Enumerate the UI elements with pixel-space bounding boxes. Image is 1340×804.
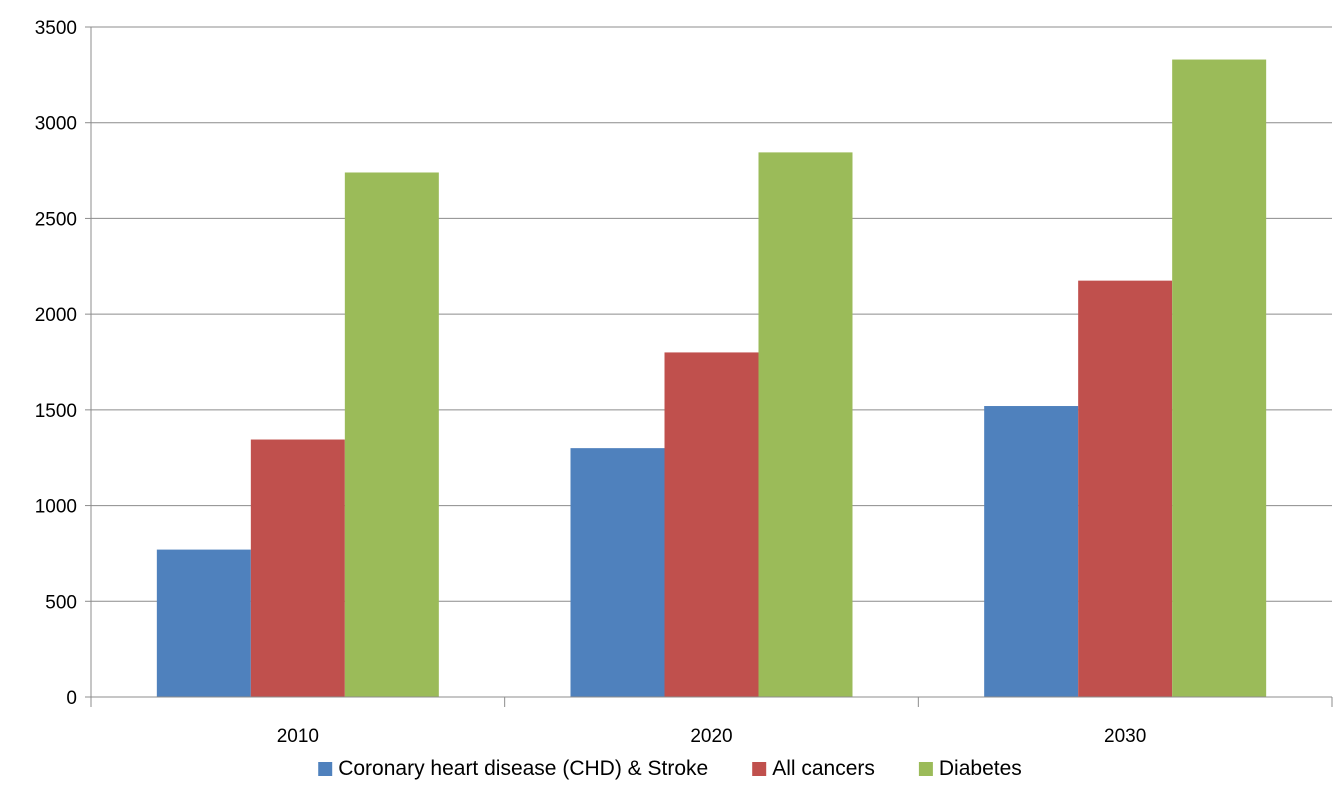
y-tick-labels: 0 500 1000 1500 2000 2500 3000 3500: [35, 18, 77, 709]
legend-swatch-diabetes: [918, 762, 933, 776]
bar-coronary-heart-disease-chd-stroke-2010: [156, 549, 251, 697]
bars: [156, 59, 1267, 698]
legend-swatch-coronary-heart-disease-chd-stroke: [318, 762, 333, 776]
y-tick-label-3500: 3500: [35, 18, 77, 39]
x-tick-label-2030: 2030: [1104, 726, 1146, 747]
y-tick-label-2000: 2000: [35, 305, 77, 326]
y-tick-label-2500: 2500: [35, 209, 77, 230]
x-tick-labels: 2010 2020 2030: [277, 726, 1147, 747]
y-tick-label-1500: 1500: [35, 401, 77, 422]
y-tick-label-3000: 3000: [35, 114, 77, 135]
bar-diabetes-2020: [758, 152, 853, 697]
bar-coronary-heart-disease-chd-stroke-2030: [984, 406, 1079, 697]
bar-all-cancers-2030: [1078, 280, 1173, 697]
y-tick-label-500: 500: [45, 592, 77, 613]
bar-diabetes-2030: [1172, 59, 1267, 698]
legend-label-all-cancers: All cancers: [772, 757, 875, 780]
bar-all-cancers-2020: [664, 352, 759, 697]
x-tick-label-2010: 2010: [277, 726, 319, 747]
legend-label-coronary-heart-disease-chd-stroke: Coronary heart disease (CHD) & Stroke: [338, 757, 708, 780]
bar-all-cancers-2010: [250, 439, 345, 697]
bar-coronary-heart-disease-chd-stroke-2020: [570, 448, 665, 697]
bar-diabetes-2010: [344, 172, 439, 697]
y-tick-label-0: 0: [66, 688, 77, 709]
legend: Coronary heart disease (CHD) & Stroke All…: [318, 757, 1022, 780]
legend-swatch-all-cancers: [752, 762, 767, 776]
y-tick-label-1000: 1000: [35, 497, 77, 518]
x-tick-label-2020: 2020: [690, 726, 732, 747]
legend-label-diabetes: Diabetes: [939, 757, 1022, 780]
axes: [85, 26, 1333, 707]
